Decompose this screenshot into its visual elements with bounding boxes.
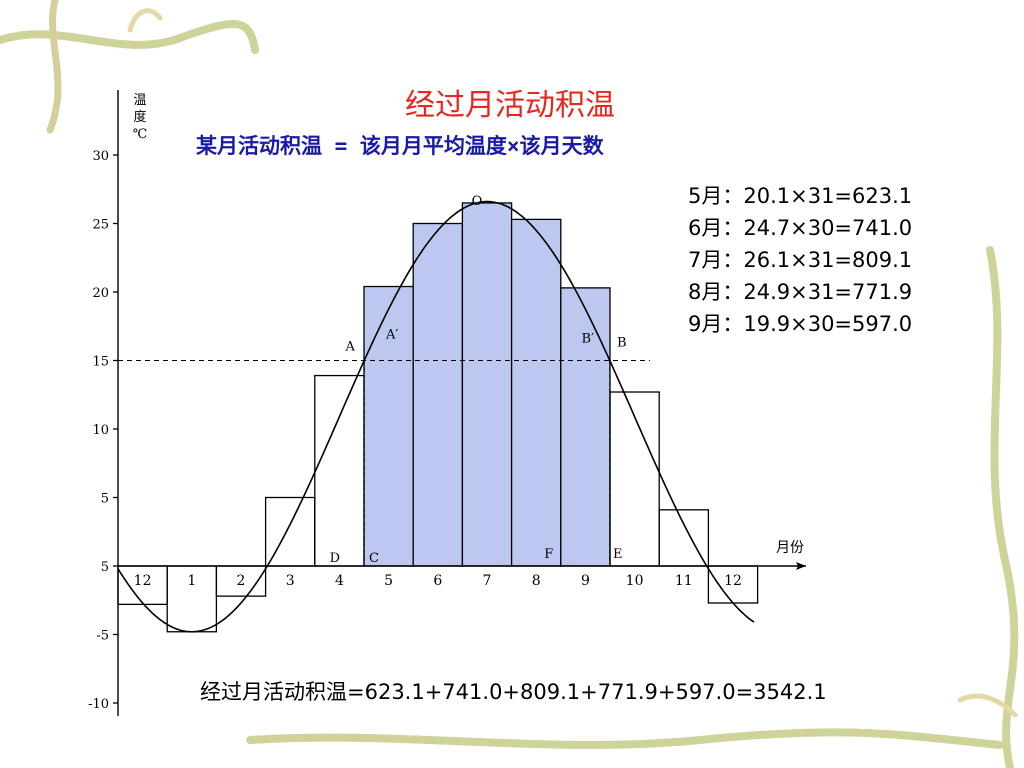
point-label-A: A [345, 340, 356, 355]
bar-month-8 [510, 218, 562, 567]
y-tick-label: 5 [101, 560, 109, 575]
month-label: 12 [134, 573, 152, 589]
month-label: 3 [286, 573, 295, 589]
month-label: 4 [335, 573, 344, 589]
curve-group [117, 200, 755, 633]
x-axis-arrow [796, 562, 806, 570]
vine-leaf [957, 693, 1018, 718]
vine-bottom [246, 728, 1004, 749]
calculation-item: 7月：26.1×31=809.1 [688, 248, 913, 272]
y-tick-label: 25 [92, 218, 109, 233]
bar-month-4 [314, 374, 365, 567]
month-label: 10 [626, 573, 644, 589]
y-axis-label: 度 [133, 109, 146, 125]
y-tick-label: -5 [96, 629, 109, 644]
calculation-item: 6月：24.7×30=741.0 [688, 216, 913, 240]
calculation-item: 9月：19.9×30=597.0 [688, 312, 913, 336]
point-label-O: O [472, 194, 483, 209]
vine-top-left [0, 20, 259, 54]
page-title: 经过月活动积温 [405, 88, 615, 123]
point-label-E: E [613, 547, 623, 562]
y-tick-label: 5 [101, 492, 109, 507]
formula-text: 某月活动积温 = 该月月平均温度×该月天数 [196, 134, 604, 158]
point-label-B′: B′ [582, 332, 595, 347]
point-label-F: F [544, 547, 553, 562]
point-label-B: B [617, 336, 627, 351]
y-tick-label: 15 [92, 355, 109, 370]
month-label: 11 [675, 573, 693, 589]
point-label-C: C [369, 551, 379, 566]
month-label: 5 [384, 573, 393, 589]
vine-leaf [127, 8, 163, 33]
y-axis-label: 温 [133, 93, 146, 108]
month-label: 2 [237, 573, 246, 589]
point-label-D: D [330, 551, 340, 566]
month-label: 7 [483, 573, 492, 589]
bars-group [117, 202, 759, 633]
x-axis-label: 月份 [776, 540, 804, 556]
month-label: 6 [433, 573, 442, 589]
calculation-list: 5月：20.1×31=623.1 6月：24.7×30=741.0 7月：26.… [688, 180, 912, 340]
total-text: 经过月活动积温=623.1+741.0+809.1+771.9+597.0=35… [200, 680, 827, 704]
calculation-item: 8月：24.9×31=771.9 [688, 280, 913, 304]
y-tick-label: 20 [92, 286, 109, 301]
month-label: 8 [532, 573, 541, 589]
temperature-curve [117, 200, 755, 633]
month-label: 1 [187, 573, 196, 589]
month-label: 12 [724, 573, 742, 589]
y-tick-label: 30 [92, 149, 109, 164]
calculation-item: 5月：20.1×31=623.1 [688, 184, 913, 208]
y-tick-label: -10 [88, 697, 109, 712]
bar-month-6 [412, 222, 464, 567]
bar-month-9 [560, 287, 611, 567]
y-tick-label: 10 [92, 423, 109, 438]
vine-left-stem [46, 0, 62, 134]
bar-month-7 [461, 202, 513, 567]
point-label-A′: A′ [385, 328, 398, 343]
month-label: 9 [581, 573, 590, 589]
bar-month-5 [363, 285, 414, 567]
y-axis-label: ℃ [133, 127, 148, 142]
